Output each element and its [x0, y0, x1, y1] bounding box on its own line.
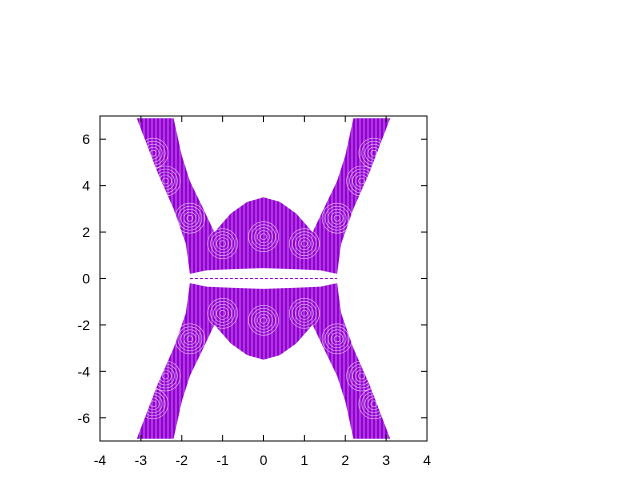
x-tick-label: 4: [423, 452, 431, 468]
x-tick-label: 0: [260, 452, 268, 468]
x-tick-label: 3: [382, 452, 390, 468]
plot-area: [103, 116, 425, 441]
y-tick-label: 6: [82, 131, 90, 147]
y-axis-tick-labels: 6 4 2 0 -2 -4 -6: [78, 131, 91, 426]
y-tick-label: 0: [82, 271, 90, 287]
x-tick-label: -3: [135, 452, 148, 468]
y-tick-label: -2: [78, 317, 91, 333]
y-tick-label: -6: [78, 410, 91, 426]
x-tick-label: 2: [341, 452, 349, 468]
y-tick-label: 2: [82, 224, 90, 240]
x-tick-label: -1: [216, 452, 229, 468]
axis-ticks: [99, 116, 428, 441]
central-gap: [189, 268, 338, 289]
y-tick-label: 4: [82, 178, 90, 194]
x-axis-tick-labels: -4 -3 -2 -1 0 1 2 3 4: [94, 452, 431, 468]
x-tick-label: 1: [300, 452, 308, 468]
x-tick-label: -4: [94, 452, 107, 468]
y-tick-label: -4: [78, 363, 91, 379]
x-tick-label: -2: [176, 452, 189, 468]
